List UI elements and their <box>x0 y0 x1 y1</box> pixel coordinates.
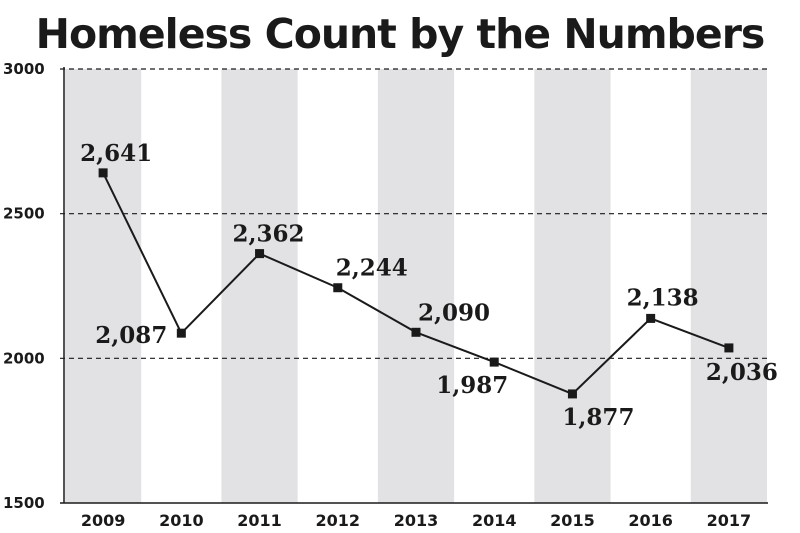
y-tick-label: 2000 <box>3 349 45 367</box>
data-point <box>255 249 265 259</box>
data-point <box>489 357 499 367</box>
y-tick-label: 3000 <box>3 60 45 78</box>
x-tick-label: 2010 <box>159 511 204 530</box>
x-tick-label: 2014 <box>472 511 517 530</box>
y-tick-label: 1500 <box>3 494 45 512</box>
data-label: 1,987 <box>436 372 508 399</box>
data-point <box>411 327 421 337</box>
data-label: 2,090 <box>418 299 490 326</box>
x-tick-label: 2015 <box>550 511 595 530</box>
band-2011 <box>221 69 298 503</box>
x-tick-label: 2017 <box>707 511 752 530</box>
band-2015 <box>534 69 611 503</box>
data-label: 1,877 <box>562 404 634 431</box>
x-tick-label: 2016 <box>628 511 673 530</box>
data-label: 2,087 <box>95 322 167 349</box>
data-label: 2,036 <box>706 359 778 386</box>
x-tick-label: 2012 <box>316 511 361 530</box>
data-point <box>567 389 577 399</box>
data-label: 2,641 <box>80 140 152 167</box>
band-2009 <box>65 69 142 503</box>
y-tick-label: 2500 <box>3 205 45 223</box>
band-2013 <box>377 69 455 503</box>
data-label: 2,138 <box>627 284 699 311</box>
data-point <box>98 168 108 178</box>
data-point <box>333 283 343 293</box>
x-tick-label: 2009 <box>81 511 126 530</box>
band-2017 <box>690 69 767 503</box>
data-point <box>176 328 186 338</box>
x-tick-label: 2013 <box>394 511 439 530</box>
data-label: 2,244 <box>336 255 408 282</box>
chart-title: Homeless Count by the Numbers <box>35 10 766 58</box>
data-label: 2,362 <box>233 221 305 248</box>
data-point <box>724 343 734 353</box>
data-point <box>646 313 656 323</box>
x-tick-label: 2011 <box>237 511 282 530</box>
